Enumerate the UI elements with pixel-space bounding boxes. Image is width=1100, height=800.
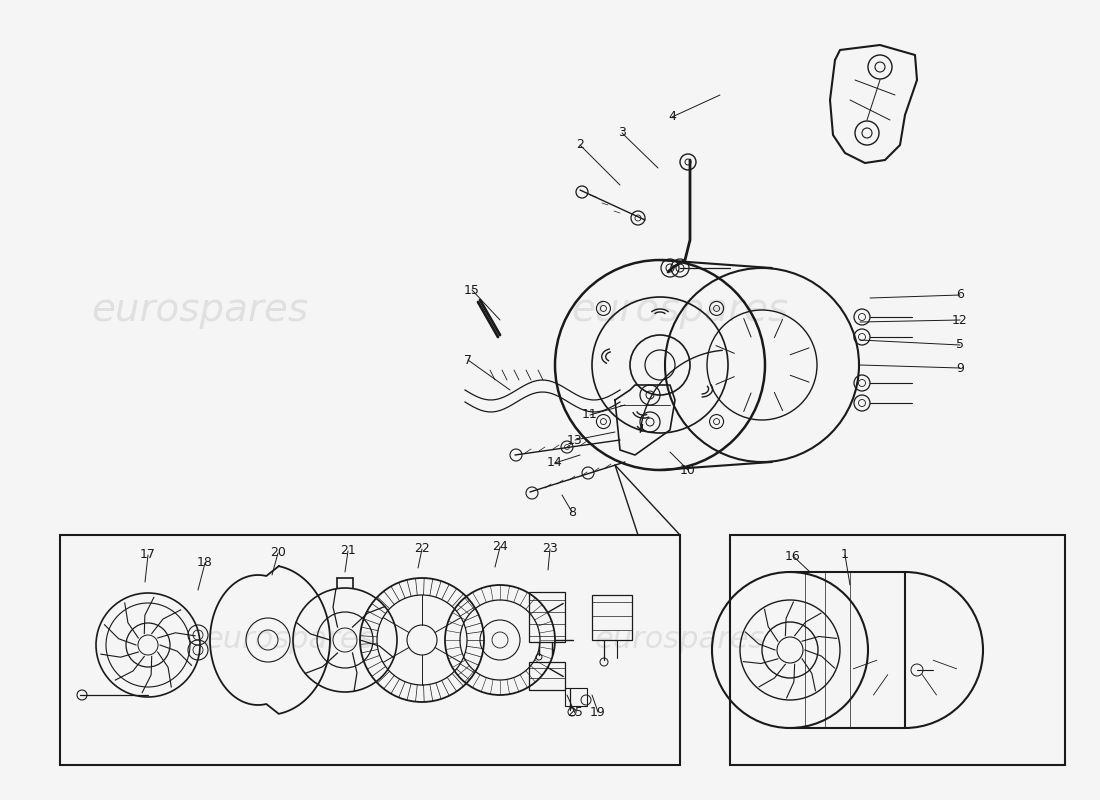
Text: 3: 3 xyxy=(618,126,626,139)
Text: 11: 11 xyxy=(582,409,598,422)
Bar xyxy=(565,688,587,706)
Text: eurospares: eurospares xyxy=(595,626,766,654)
Text: 4: 4 xyxy=(668,110,675,123)
Text: eurospares: eurospares xyxy=(205,626,375,654)
Bar xyxy=(592,595,632,640)
Text: 5: 5 xyxy=(956,338,964,351)
Text: 23: 23 xyxy=(542,542,558,555)
Text: 8: 8 xyxy=(568,506,576,518)
Text: 18: 18 xyxy=(197,557,213,570)
Text: 19: 19 xyxy=(590,706,606,718)
Text: 2: 2 xyxy=(576,138,584,151)
Bar xyxy=(529,592,565,642)
Text: eurospares: eurospares xyxy=(91,291,309,329)
Text: eurospares: eurospares xyxy=(571,291,789,329)
Text: 24: 24 xyxy=(492,541,508,554)
Text: 25: 25 xyxy=(568,706,583,719)
Text: 17: 17 xyxy=(140,549,156,562)
Text: 22: 22 xyxy=(414,542,430,555)
Text: 7: 7 xyxy=(464,354,472,366)
Text: 9: 9 xyxy=(956,362,964,374)
Text: 16: 16 xyxy=(785,550,801,562)
Text: 1: 1 xyxy=(842,549,849,562)
Bar xyxy=(60,535,680,765)
Text: 14: 14 xyxy=(547,457,563,470)
Text: 13: 13 xyxy=(568,434,583,446)
Text: 21: 21 xyxy=(340,545,356,558)
Text: 20: 20 xyxy=(271,546,286,559)
Bar xyxy=(529,662,565,690)
Bar xyxy=(730,535,1065,765)
Text: 15: 15 xyxy=(464,283,480,297)
Text: 6: 6 xyxy=(956,289,964,302)
Text: 12: 12 xyxy=(953,314,968,326)
Text: 10: 10 xyxy=(680,463,696,477)
